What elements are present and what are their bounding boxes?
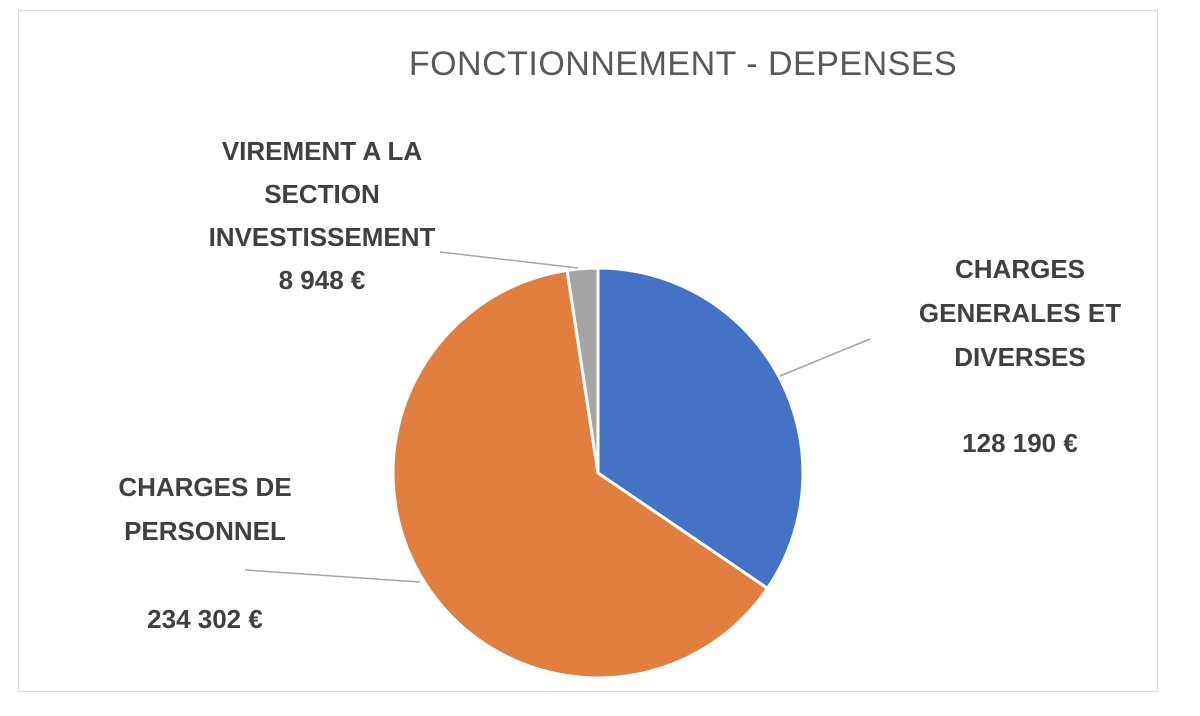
slice-label-line: PERSONNEL: [124, 516, 286, 546]
slice-label-line: CHARGES: [955, 254, 1085, 284]
leader-line-charges-generales: [779, 338, 871, 377]
slice-value-label: 8 948 €: [279, 265, 366, 295]
pie-slices: [391, 266, 805, 680]
pie-slice-charges-personnel: [391, 268, 770, 680]
pie-slice-charges-generales: [596, 266, 805, 591]
chart-title: FONCTIONNEMENT - DEPENSES: [409, 45, 957, 83]
slice-label-line: INVESTISSEMENT: [209, 222, 436, 252]
data-label-virement-investissement: VIREMENT A LA SECTION INVESTISSEMENT 8 948 …: [209, 136, 436, 295]
leader-line-charges-personnel: [244, 569, 421, 583]
data-label-charges-personnel: CHARGES DE PERSONNEL 234 302 €: [118, 472, 291, 634]
slice-label-line: SECTION: [264, 179, 380, 209]
leader-line-virement-investissement: [439, 251, 579, 269]
slice-label-line: GENERALES ET: [919, 298, 1121, 328]
leader-lines: [244, 251, 871, 583]
slice-value-label: 128 190 €: [962, 428, 1078, 458]
slice-label-line: DIVERSES: [954, 342, 1086, 372]
pie-slice-virement-investissement: [565, 266, 600, 474]
slice-value-label: 234 302 €: [147, 604, 263, 634]
slice-label-line: CHARGES DE: [118, 472, 291, 502]
data-label-charges-generales: CHARGES GENERALES ET DIVERSES 128 190 €: [919, 254, 1121, 458]
slice-label-line: VIREMENT A LA: [222, 136, 423, 166]
